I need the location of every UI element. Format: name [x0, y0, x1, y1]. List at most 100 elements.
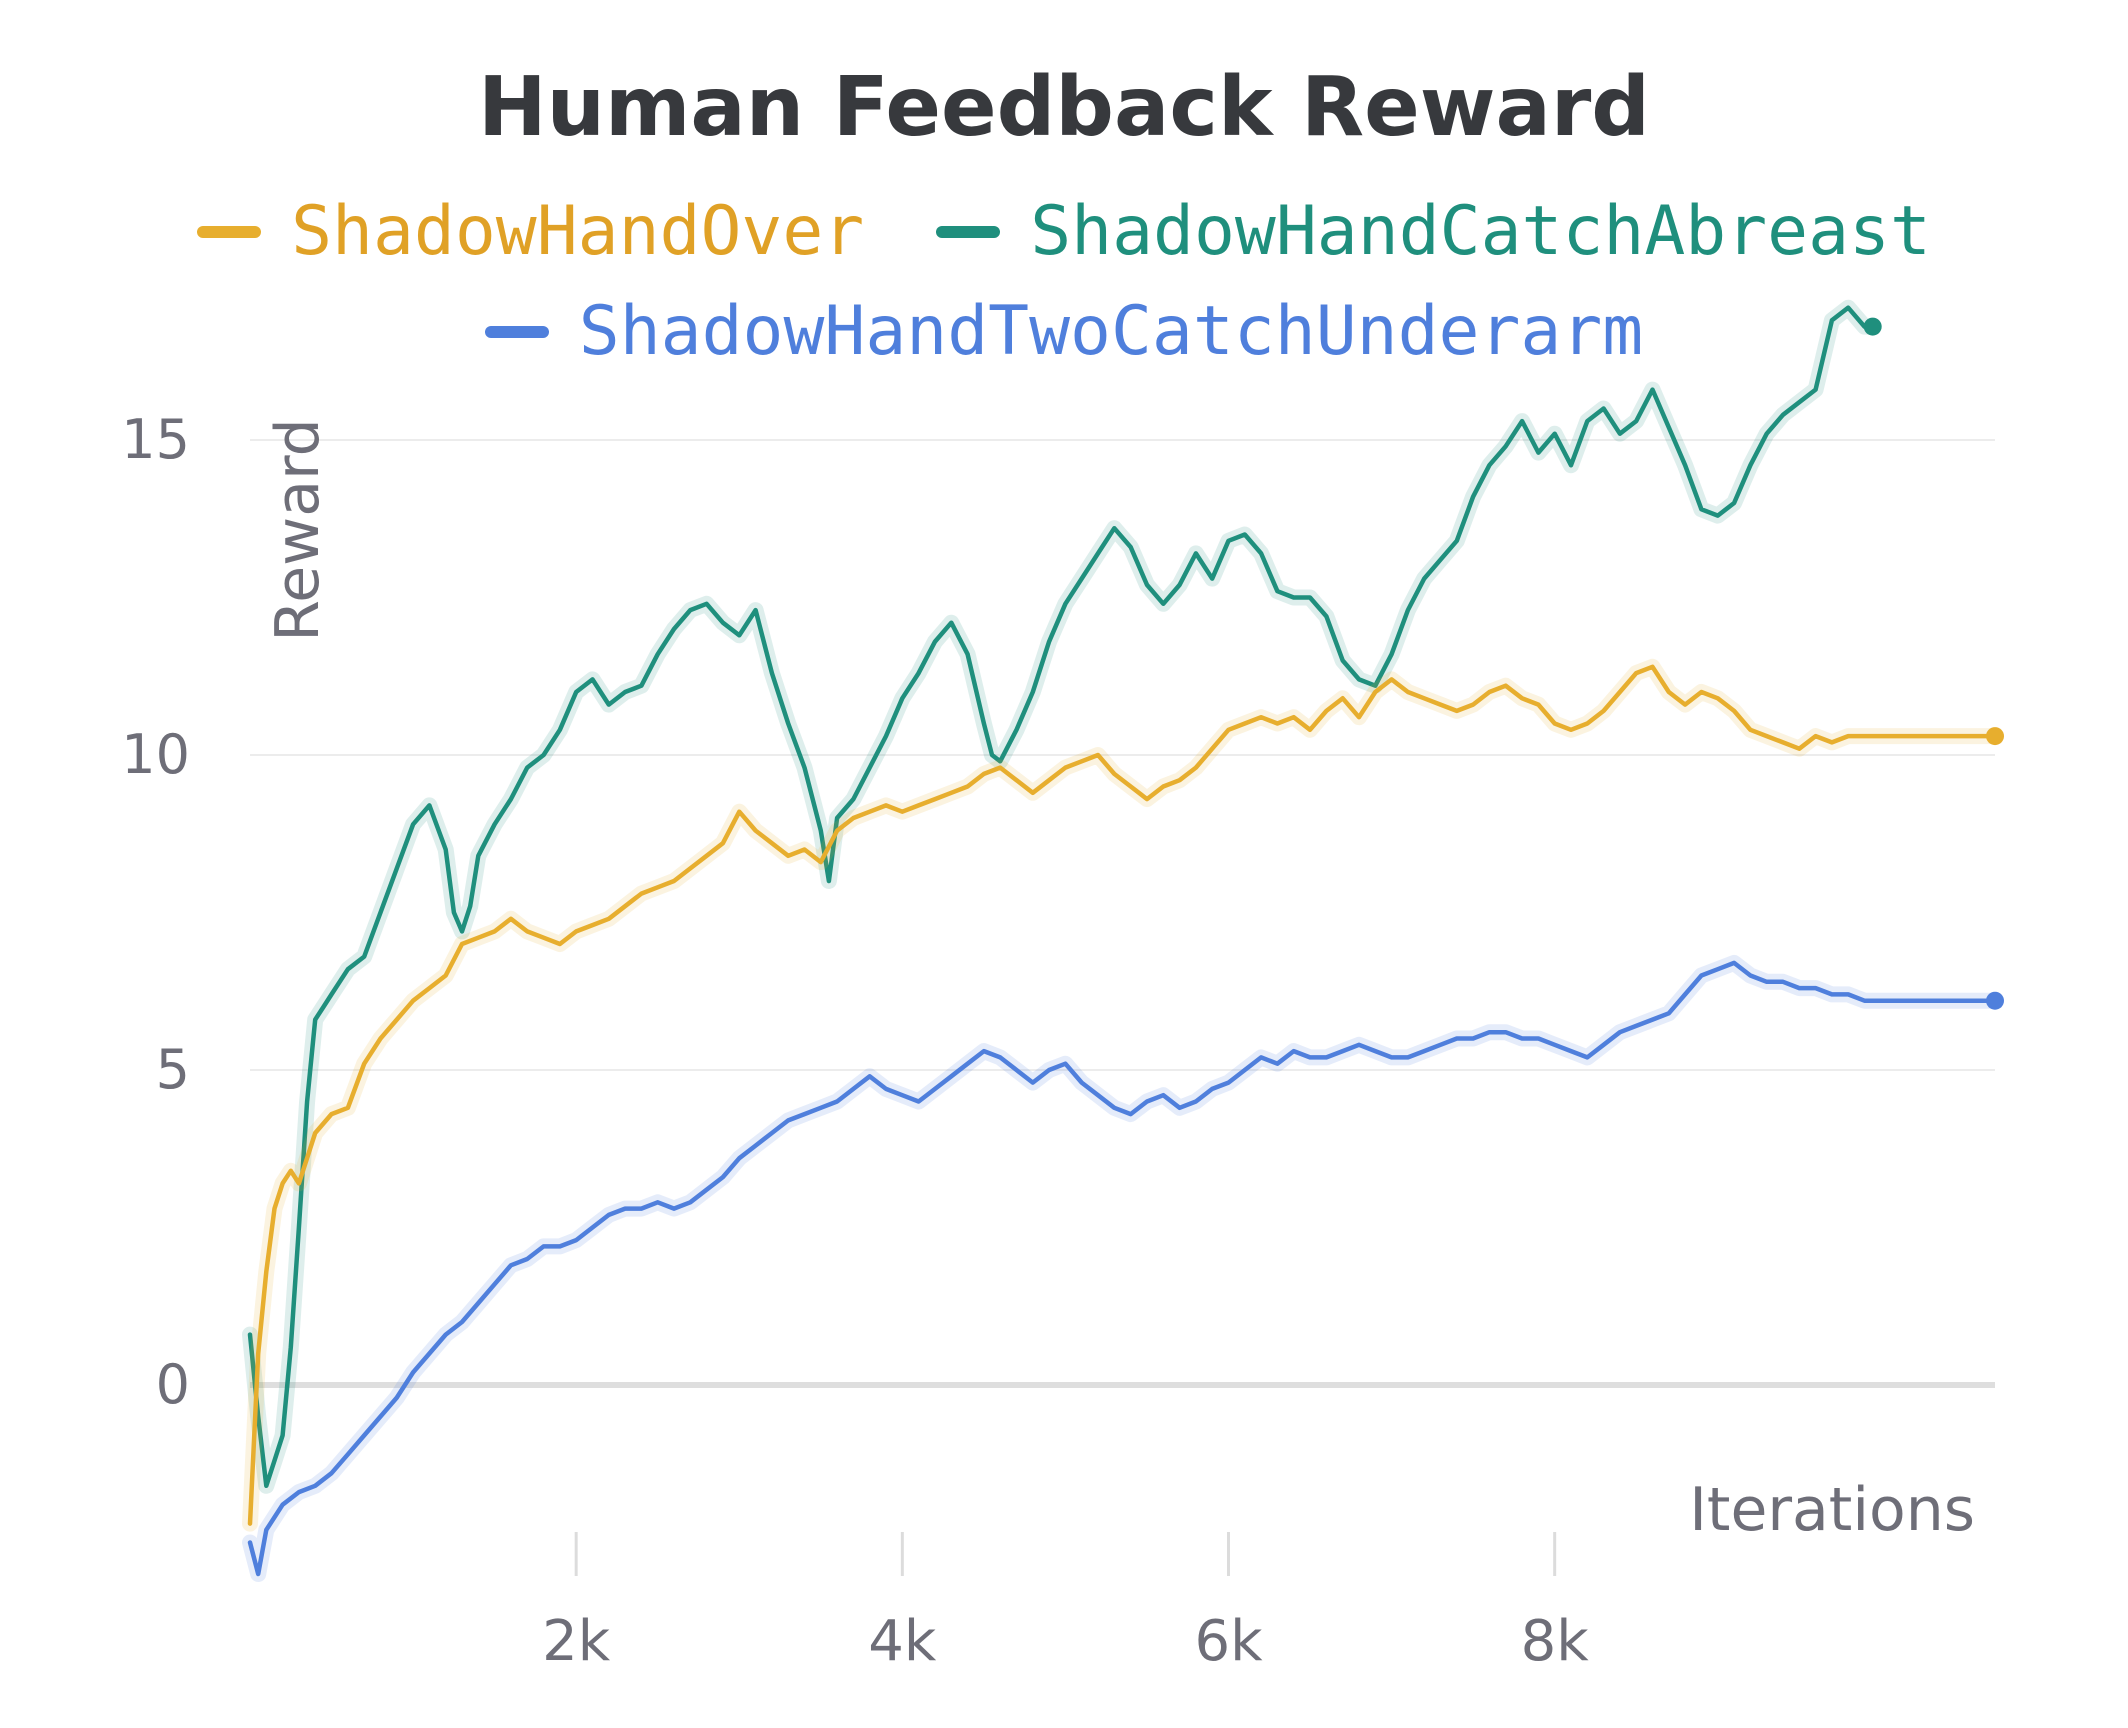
data-point-shadowhandtwocatchunderarm	[1781, 980, 1784, 983]
x-tick-label-4k: 4k	[868, 1609, 937, 1674]
data-point-shadowhandover	[363, 1062, 366, 1065]
data-point-shadowhandcatchabreast	[705, 602, 708, 605]
data-point-shadowhandcatchabreast	[322, 1006, 325, 1009]
data-point-shadowhandover	[1896, 735, 1899, 738]
legend-item-shadowhandtwocatchunderarm[interactable]: ShadowHandTwoCatchUnderarm	[484, 292, 1644, 371]
data-point-shadowhandcatchabreast	[1602, 407, 1605, 410]
data-point-shadowhandtwocatchunderarm	[1325, 1056, 1328, 1059]
data-point-shadowhandtwocatchunderarm	[868, 1075, 871, 1078]
data-point-shadowhandtwocatchunderarm	[330, 1472, 333, 1475]
legend-item-shadowhandover[interactable]: ShadowHandOver	[197, 192, 864, 271]
data-point-shadowhandtwocatchunderarm	[461, 1321, 464, 1324]
data-point-shadowhandcatchabreast	[1064, 602, 1067, 605]
data-point-shadowhandcatchabreast	[1830, 319, 1833, 322]
data-point-shadowhandtwocatchunderarm	[1439, 1043, 1442, 1046]
data-point-shadowhandtwocatchunderarm	[982, 1050, 985, 1053]
data-point-shadowhandtwocatchunderarm	[1618, 1031, 1621, 1034]
data-point-shadowhandover	[1113, 772, 1116, 775]
data-point-shadowhandover	[1064, 766, 1067, 769]
data-point-shadowhandcatchabreast	[444, 848, 447, 851]
data-point-shadowhandover	[1716, 697, 1719, 700]
data-point-shadowhandtwocatchunderarm	[1977, 999, 1980, 1002]
data-point-shadowhandtwocatchunderarm	[1569, 1050, 1572, 1053]
data-point-shadowhandtwocatchunderarm	[721, 1176, 724, 1179]
data-point-shadowhandover	[999, 766, 1002, 769]
data-point-shadowhandtwocatchunderarm	[1194, 1100, 1197, 1103]
data-point-shadowhandover	[1928, 735, 1931, 738]
data-point-shadowhandcatchabreast	[1194, 552, 1197, 555]
data-point-shadowhandcatchabreast	[412, 823, 415, 826]
data-point-shadowhandcatchabreast	[330, 993, 333, 996]
data-point-shadowhandcatchabreast	[428, 804, 431, 807]
legend-swatch-shadowhandcatchabreast	[936, 225, 1001, 238]
data-point-shadowhandcatchabreast	[558, 728, 561, 731]
data-point-shadowhandcatchabreast	[1781, 413, 1784, 416]
data-point-shadowhandover	[1651, 665, 1654, 668]
data-point-shadowhandover	[1406, 691, 1409, 694]
data-point-shadowhandtwocatchunderarm	[1830, 993, 1833, 996]
series-endpoint-shadowhandover	[1986, 727, 2004, 746]
data-point-shadowhandcatchabreast	[852, 798, 855, 801]
data-point-shadowhandover	[607, 917, 610, 920]
data-point-shadowhandover	[395, 1018, 398, 1021]
data-point-shadowhandcatchabreast	[461, 930, 464, 933]
data-point-shadowhandcatchabreast	[885, 735, 888, 738]
data-point-shadowhandcatchabreast	[1749, 464, 1752, 467]
chart-title: Human Feedback Reward	[477, 60, 1651, 155]
data-point-shadowhandover	[1309, 728, 1312, 731]
data-point-shadowhandover	[1162, 785, 1165, 788]
data-point-shadowhandover	[1618, 691, 1621, 694]
data-point-shadowhandtwocatchunderarm	[1553, 1043, 1556, 1046]
data-point-shadowhandcatchabreast	[1472, 495, 1475, 498]
x-tick-label-8k: 8k	[1521, 1609, 1590, 1674]
data-point-shadowhandcatchabreast	[1325, 615, 1328, 618]
data-point-shadowhandtwocatchunderarm	[1586, 1056, 1589, 1059]
data-point-shadowhandover	[509, 917, 512, 920]
data-point-shadowhandcatchabreast	[1733, 502, 1736, 505]
data-point-shadowhandcatchabreast	[1227, 539, 1230, 542]
data-point-shadowhandcatchabreast	[673, 628, 676, 631]
data-point-shadowhandcatchabreast	[395, 867, 398, 870]
data-point-shadowhandover	[1455, 709, 1458, 712]
data-point-shadowhandover	[477, 936, 480, 939]
data-point-shadowhandtwocatchunderarm	[1863, 999, 1866, 1002]
data-point-shadowhandtwocatchunderarm	[1341, 1050, 1344, 1053]
data-point-shadowhandover	[1667, 691, 1670, 694]
data-point-shadowhandover	[1390, 678, 1393, 681]
y-tick-label-15: 15	[121, 408, 190, 471]
data-point-shadowhandover	[444, 974, 447, 977]
data-point-shadowhandtwocatchunderarm	[1635, 1024, 1638, 1027]
data-point-shadowhandover	[1080, 760, 1083, 763]
data-point-shadowhandtwocatchunderarm	[1537, 1037, 1540, 1040]
data-point-shadowhandcatchabreast	[901, 697, 904, 700]
data-point-shadowhandover	[1602, 709, 1605, 712]
data-point-shadowhandcatchabreast	[1162, 602, 1165, 605]
data-point-shadowhandtwocatchunderarm	[1048, 1069, 1051, 1072]
series-line-shadowhandcatchabreast[interactable]	[247, 305, 1875, 1489]
data-point-shadowhandover	[1814, 735, 1817, 738]
series-line-shadowhandover[interactable]	[247, 664, 1998, 1526]
data-point-shadowhandover	[1292, 716, 1295, 719]
data-point-shadowhandover	[933, 798, 936, 801]
data-point-shadowhandover	[1798, 747, 1801, 750]
data-point-shadowhandtwocatchunderarm	[477, 1302, 480, 1305]
data-point-shadowhandtwocatchunderarm	[412, 1371, 415, 1374]
data-point-shadowhandcatchabreast	[542, 754, 545, 757]
data-point-shadowhandcatchabreast	[624, 691, 627, 694]
legend-item-shadowhandcatchabreast[interactable]: ShadowHandCatchAbreast	[936, 192, 1931, 271]
data-point-shadowhandtwocatchunderarm	[885, 1087, 888, 1090]
series-line-shadowhandtwocatchunderarm[interactable]	[247, 960, 1998, 1577]
legend-label-shadowhandtwocatchunderarm: ShadowHandTwoCatchUnderarm	[578, 292, 1644, 371]
data-point-shadowhandtwocatchunderarm	[950, 1075, 953, 1078]
data-point-shadowhandtwocatchunderarm	[1260, 1056, 1263, 1059]
data-point-shadowhandcatchabreast	[1618, 432, 1621, 435]
data-point-shadowhandover	[575, 930, 578, 933]
y-axis-label: Reward	[263, 418, 333, 641]
data-point-shadowhandtwocatchunderarm	[314, 1484, 317, 1487]
data-point-shadowhandcatchabreast	[1504, 445, 1507, 448]
data-point-shadowhandcatchabreast	[803, 766, 806, 769]
data-point-shadowhandtwocatchunderarm	[1227, 1081, 1230, 1084]
data-point-shadowhandover	[1635, 672, 1638, 675]
data-point-shadowhandcatchabreast	[469, 905, 472, 908]
data-point-shadowhandover	[1357, 716, 1360, 719]
